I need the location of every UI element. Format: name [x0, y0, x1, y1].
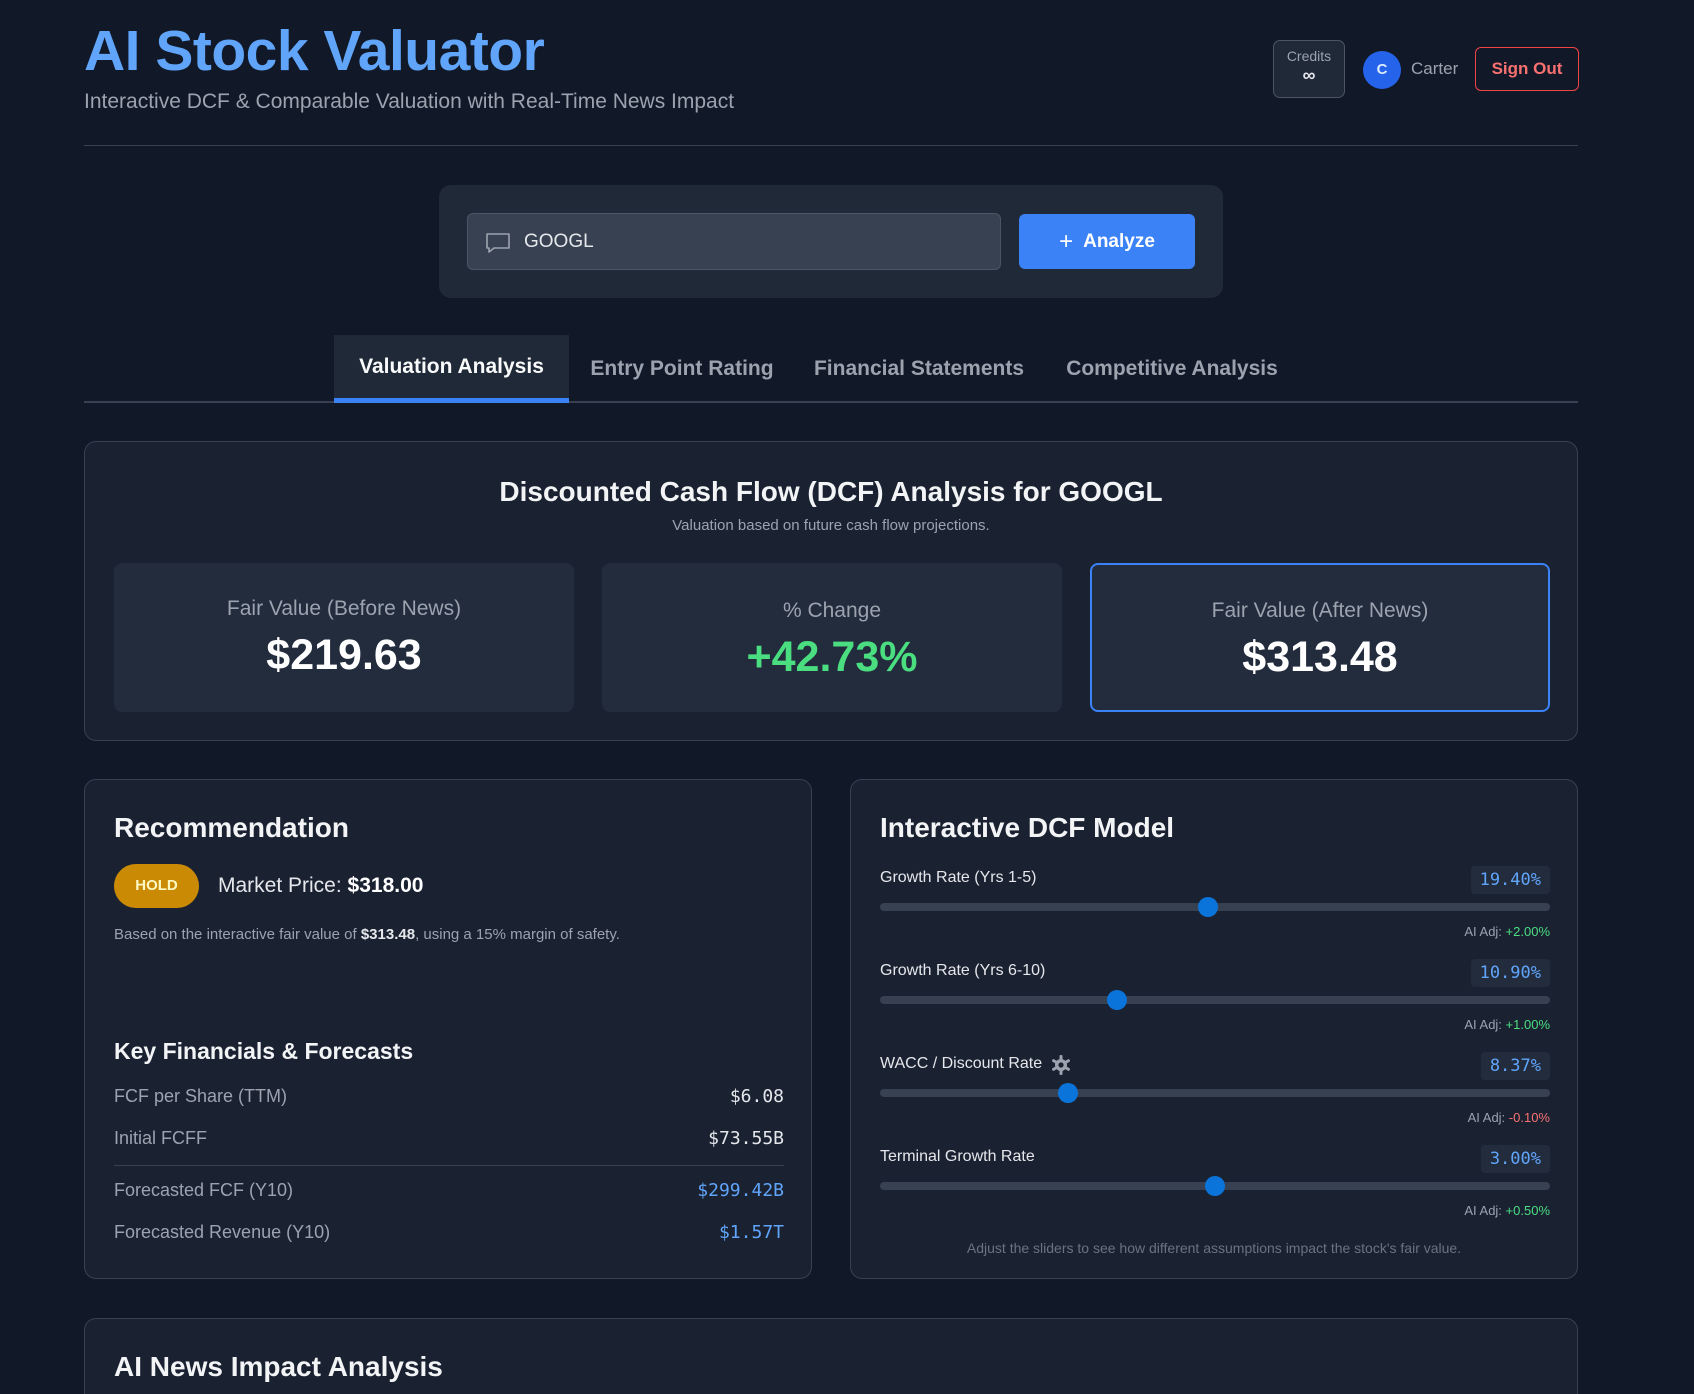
ticker-input[interactable] — [524, 214, 994, 269]
chat-bubble-icon — [486, 233, 510, 253]
slider-thumb[interactable] — [1106, 990, 1127, 1010]
dcf-model-note: Adjust the sliders to see how different … — [966, 1240, 1462, 1256]
key-financial-value: $1.57T — [718, 1222, 784, 1243]
recommendation-badge: HOLD — [114, 864, 199, 908]
key-financial-value: $299.42B — [697, 1180, 784, 1201]
ai-adjustment-value: +2.00% — [1505, 924, 1550, 939]
ai-adjustment-label: AI Adj: — [1464, 1203, 1502, 1218]
slider-label: WACC / Discount Rate — [880, 1055, 1043, 1072]
slider-label: Growth Rate (Yrs 6-10) — [880, 962, 1046, 979]
slider-value: 19.40% — [1470, 866, 1550, 894]
ai-adjustment: AI Adj: +2.00% — [1464, 924, 1550, 939]
key-financial-label: Forecasted FCF (Y10) — [114, 1180, 294, 1200]
key-financial-row: FCF per Share (TTM) $6.08 — [114, 1086, 784, 1116]
slider-thumb[interactable] — [1057, 1083, 1078, 1103]
market-price-value: $318.00 — [347, 874, 424, 897]
slider-label: Growth Rate (Yrs 1-5) — [880, 869, 1037, 886]
key-financial-value: $6.08 — [729, 1086, 784, 1107]
basis-suffix: , using a 15% margin of safety. — [415, 926, 620, 943]
market-price: Market Price: $318.00 — [218, 874, 423, 898]
fair-value-after-value: $313.48 — [1242, 633, 1398, 681]
ai-adjustment-value: +0.50% — [1505, 1203, 1550, 1218]
percent-change-value: +42.73% — [746, 633, 918, 681]
slider-value: 8.37% — [1480, 1052, 1550, 1080]
slider-value: 3.00% — [1480, 1145, 1550, 1173]
avatar[interactable]: C — [1363, 51, 1401, 89]
credits-indicator: Credits ∞ — [1273, 40, 1345, 98]
plus-icon: + — [1059, 227, 1074, 255]
slider-label: Terminal Growth Rate — [880, 1148, 1035, 1165]
slider-thumb[interactable] — [1198, 897, 1219, 917]
gear-icon[interactable] — [1050, 1054, 1072, 1076]
percent-change-card: % Change +42.73% — [602, 563, 1062, 712]
dcf-subtitle: Valuation based on future cash flow proj… — [672, 517, 990, 534]
recommendation-basis: Based on the interactive fair value of $… — [114, 926, 620, 943]
dcf-model-title: Interactive DCF Model — [880, 812, 1175, 843]
ai-adjustment: AI Adj: +0.50% — [1464, 1203, 1550, 1218]
news-impact-title: AI News Impact Analysis — [114, 1351, 443, 1382]
slider-track[interactable] — [880, 897, 1550, 917]
credits-value: ∞ — [1302, 65, 1316, 85]
tab-bar: Valuation Analysis Entry Point Rating Fi… — [84, 335, 1578, 403]
basis-value: $313.48 — [360, 926, 416, 943]
news-impact-card: AI News Impact Analysis — [84, 1318, 1578, 1394]
search-panel: + Analyze — [439, 185, 1223, 298]
dcf-model-card: Interactive DCF Model Growth Rate (Yrs 1… — [850, 779, 1578, 1279]
key-financial-value: $73.55B — [708, 1128, 784, 1149]
tab-competitive-analysis[interactable]: Competitive Analysis — [1066, 357, 1278, 380]
divider — [114, 1165, 784, 1166]
ai-adjustment: AI Adj: +1.00% — [1464, 1017, 1550, 1032]
sign-out-button[interactable]: Sign Out — [1475, 47, 1579, 91]
analyze-button[interactable]: + Analyze — [1019, 214, 1195, 269]
slider-growth-1-5: Growth Rate (Yrs 1-5) 19.40% AI Adj: +2.… — [880, 866, 1550, 946]
ai-adjustment: AI Adj: -0.10% — [1468, 1110, 1550, 1125]
slider-growth-6-10: Growth Rate (Yrs 6-10) 10.90% AI Adj: +1… — [880, 959, 1550, 1039]
app-title: AI Stock Valuator — [84, 19, 545, 83]
fair-value-before-value: $219.63 — [266, 631, 422, 679]
dcf-summary-card: Discounted Cash Flow (DCF) Analysis for … — [84, 441, 1578, 741]
tab-entry-point-rating[interactable]: Entry Point Rating — [590, 357, 774, 380]
slider-terminal-growth: Terminal Growth Rate 3.00% AI Adj: +0.50… — [880, 1145, 1550, 1225]
key-financials-title: Key Financials & Forecasts — [114, 1038, 414, 1064]
key-financial-label: Forecasted Revenue (Y10) — [114, 1222, 331, 1242]
slider-thumb[interactable] — [1205, 1176, 1225, 1196]
credits-label: Credits — [1286, 48, 1332, 64]
market-price-label: Market Price: — [218, 874, 342, 897]
ai-adjustment-label: AI Adj: — [1464, 1017, 1502, 1032]
dcf-title: Discounted Cash Flow (DCF) Analysis for … — [499, 476, 1163, 507]
slider-wacc: WACC / Discount Rate 8.37% AI Adj: -0.10… — [880, 1052, 1550, 1132]
user-name: Carter — [1411, 59, 1459, 78]
key-financial-row: Initial FCFF $73.55B — [114, 1128, 784, 1158]
app-subtitle: Interactive DCF & Comparable Valuation w… — [84, 90, 735, 113]
fair-value-after-label: Fair Value (After News) — [1211, 599, 1429, 622]
recommendation-title: Recommendation — [114, 812, 349, 843]
slider-track[interactable] — [880, 990, 1550, 1010]
ai-adjustment-label: AI Adj: — [1467, 1110, 1506, 1125]
basis-prefix: Based on the interactive fair value of — [114, 926, 357, 943]
key-financial-label: FCF per Share (TTM) — [114, 1086, 288, 1106]
slider-value: 10.90% — [1470, 959, 1550, 987]
percent-change-label: % Change — [782, 599, 882, 622]
ai-adjustment-label: AI Adj: — [1464, 924, 1502, 939]
header: AI Stock Valuator Interactive DCF & Comp… — [84, 0, 1579, 146]
key-financial-label: Initial FCFF — [114, 1128, 208, 1148]
page: AI Stock Valuator Interactive DCF & Comp… — [84, 0, 1579, 1394]
fair-value-after-card: Fair Value (After News) $313.48 — [1090, 563, 1550, 712]
key-financial-row: Forecasted Revenue (Y10) $1.57T — [114, 1222, 784, 1252]
ai-adjustment-value: +1.00% — [1505, 1017, 1550, 1032]
fair-value-before-card: Fair Value (Before News) $219.63 — [114, 563, 574, 712]
recommendation-card: Recommendation HOLD Market Price: $318.0… — [84, 779, 812, 1279]
tab-valuation-analysis[interactable]: Valuation Analysis — [334, 335, 569, 403]
key-financial-row: Forecasted FCF (Y10) $299.42B — [114, 1180, 784, 1210]
tab-financial-statements[interactable]: Financial Statements — [813, 357, 1025, 380]
fair-value-before-label: Fair Value (Before News) — [226, 597, 462, 620]
ticker-field[interactable] — [467, 213, 1001, 270]
ai-adjustment-value: -0.10% — [1508, 1110, 1550, 1125]
analyze-label: Analyze — [1083, 230, 1155, 252]
slider-track[interactable] — [880, 1083, 1550, 1103]
slider-track[interactable] — [880, 1176, 1550, 1196]
